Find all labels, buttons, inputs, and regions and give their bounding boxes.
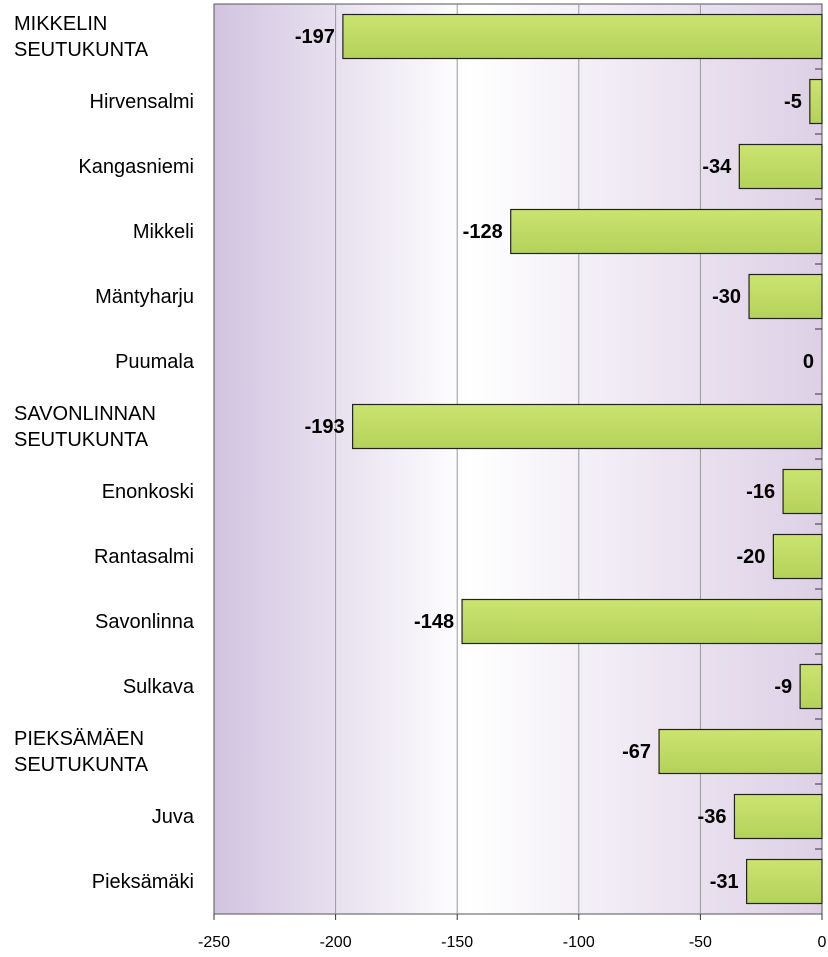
category-label: PIEKSÄMÄEN SEUTUKUNTA xyxy=(14,727,149,776)
category-label: Pieksämäki xyxy=(91,870,194,893)
bar xyxy=(461,598,823,645)
x-tick-label: -150 xyxy=(441,934,473,951)
value-label: -193 xyxy=(305,416,345,438)
category-label: Rantasalmi xyxy=(93,545,194,568)
value-label: -197 xyxy=(295,26,335,48)
bar xyxy=(809,78,823,125)
x-tick-label: -50 xyxy=(689,934,712,951)
bar xyxy=(352,403,823,450)
category-label: SAVONLINNAN SEUTUKUNTA xyxy=(14,402,156,451)
bar xyxy=(772,533,823,580)
value-label: -128 xyxy=(463,221,503,243)
category-label: Mikkeli xyxy=(132,220,194,243)
category-label: Savonlinna xyxy=(95,610,194,633)
value-label: 0 xyxy=(803,351,814,373)
value-label: -34 xyxy=(702,156,732,178)
value-label: -31 xyxy=(710,871,739,893)
x-tick-label: 0 xyxy=(818,934,827,951)
value-label: -36 xyxy=(698,806,727,828)
bar xyxy=(748,273,823,320)
category-label: Kangasniemi xyxy=(78,155,194,178)
x-tick-label: -100 xyxy=(563,934,595,951)
bar xyxy=(342,13,823,60)
category-label: Hirvensalmi xyxy=(89,90,194,113)
value-label: -16 xyxy=(746,481,775,503)
bar xyxy=(733,793,823,840)
bar xyxy=(782,468,823,515)
bar xyxy=(510,208,823,255)
category-label: MIKKELIN SEUTUKUNTA xyxy=(14,12,149,61)
value-label: -30 xyxy=(712,286,741,308)
value-label: -9 xyxy=(774,676,792,698)
category-label: Puumala xyxy=(115,350,194,373)
value-label: -20 xyxy=(736,546,765,568)
value-label: -67 xyxy=(622,741,651,763)
bar xyxy=(746,858,823,905)
bar xyxy=(799,663,823,710)
category-label: Enonkoski xyxy=(101,480,194,503)
category-label: Mäntyharju xyxy=(95,285,194,308)
value-label: -5 xyxy=(784,91,802,113)
bar xyxy=(738,143,823,190)
bar xyxy=(658,728,823,775)
plot-area xyxy=(213,3,823,915)
category-label: Juva xyxy=(151,805,194,828)
value-label: -148 xyxy=(414,611,454,633)
x-tick-label: -250 xyxy=(198,934,230,951)
category-label: Sulkava xyxy=(122,675,194,698)
x-tick-label: -200 xyxy=(320,934,352,951)
